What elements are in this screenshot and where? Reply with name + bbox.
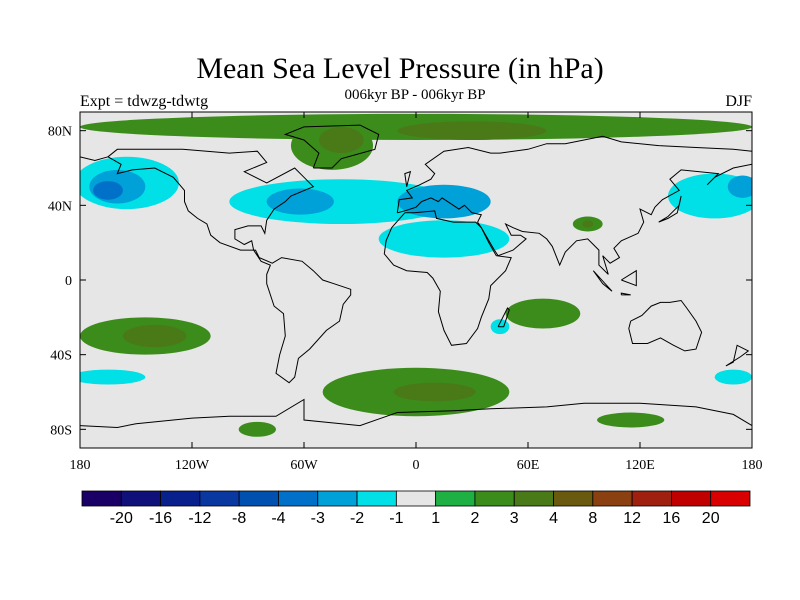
anomaly-region-24: [597, 412, 665, 428]
season-label: DJF: [725, 93, 752, 110]
anomaly-region-8: [266, 188, 334, 215]
colorbar-swatch: [592, 490, 633, 507]
experiment-label: Expt = tdwzg-tdwtg: [80, 93, 209, 110]
y-tick-label: 80S: [50, 423, 72, 438]
colorbar-swatch: [81, 490, 122, 507]
anomaly-contours: [80, 113, 752, 437]
y-tick-label: 40N: [48, 199, 72, 214]
colorbar-swatch: [395, 490, 437, 507]
colorbar-label: 1: [431, 510, 440, 527]
colorbar-label: -4: [271, 510, 285, 527]
coastline-5: [383, 210, 512, 346]
anomaly-region-3: [318, 126, 364, 154]
colorbar-label: -12: [188, 510, 211, 527]
anomaly-region-20: [80, 369, 146, 385]
anomaly-region-6: [93, 181, 123, 200]
colorbar-swatch: [710, 490, 751, 507]
coastline-3: [80, 156, 109, 162]
colorbar-label: -1: [389, 510, 403, 527]
colorbar-label: 12: [623, 510, 641, 527]
x-tick-label: 180: [742, 458, 763, 473]
anomaly-region-16: [122, 324, 187, 348]
map-subtitle: 006kyr BP - 006kyr BP: [344, 87, 486, 103]
colorbar-label: -2: [350, 510, 364, 527]
anomaly-region-9: [397, 184, 491, 219]
coastline-6: [628, 299, 703, 352]
colorbar-swatch: [160, 490, 201, 507]
anomaly-region-1: [397, 121, 547, 140]
x-tick-label: 60E: [517, 458, 540, 473]
coastline-9: [658, 195, 682, 223]
coastline-10: [592, 270, 613, 292]
x-tick-label: 120W: [175, 458, 210, 473]
coastline-11: [620, 292, 631, 296]
colorbar-swatch: [199, 490, 240, 507]
anomaly-region-21: [714, 369, 752, 385]
colorbar-label: 8: [588, 510, 597, 527]
coastlines: [80, 124, 752, 429]
colorbar-swatch: [474, 490, 515, 507]
colorbar: -20 -16 -12 -8 -4 -3 -2 -1 1 2 3 4 8 12 16 20: [81, 490, 751, 527]
x-tick-label: 120E: [625, 458, 655, 473]
colorbar-swatch: [671, 490, 712, 507]
colorbar-label: 3: [510, 510, 519, 527]
coastline-0: [107, 148, 352, 384]
coastline-13: [80, 398, 752, 429]
colorbar-label: -8: [232, 510, 246, 527]
x-tick-label: 180: [70, 458, 91, 473]
anomaly-region-10: [378, 220, 510, 258]
axis-ticks: 180 120W 60W 0 60E 120E 180 80N 40N 0 40S 80S: [48, 112, 763, 473]
colorbar-swatch: [356, 490, 397, 507]
y-tick-label: 0: [65, 274, 72, 289]
colorbar-label: 16: [663, 510, 681, 527]
colorbar-label: 4: [549, 510, 558, 527]
coastline-1: [283, 124, 380, 169]
colorbar-label: -16: [149, 510, 172, 527]
coastline-7: [497, 307, 510, 328]
colorbar-label: -20: [110, 510, 133, 527]
anomaly-region-23: [238, 421, 276, 437]
colorbar-label: 2: [470, 510, 479, 527]
colorbar-swatch: [631, 490, 672, 507]
coastline-14: [725, 344, 750, 367]
x-tick-label: 0: [413, 458, 420, 473]
x-tick-label: 60W: [290, 458, 318, 473]
map-title: Mean Sea Level Pressure (in hPa): [196, 52, 604, 85]
anomaly-region-19: [393, 382, 476, 402]
anomaly-region-12: [727, 175, 752, 198]
colorbar-swatch: [317, 490, 358, 507]
colorbar-swatch: [238, 490, 279, 507]
colorbar-swatch: [120, 490, 161, 507]
y-tick-label: 80N: [48, 125, 72, 140]
colorbar-label: 20: [702, 510, 720, 527]
coastline-2: [396, 135, 752, 213]
coastline-4: [397, 163, 752, 275]
colorbar-swatch: [278, 490, 319, 507]
y-tick-label: 40S: [50, 349, 72, 364]
colorbar-swatch: [513, 490, 554, 507]
colorbar-label: -3: [311, 510, 325, 527]
colorbar-swatch: [435, 490, 476, 507]
anomaly-region-17: [505, 298, 581, 329]
colorbar-swatch: [553, 490, 594, 507]
coastline-8: [404, 170, 412, 187]
coastline-12: [621, 269, 637, 287]
anomaly-region-14: [582, 220, 594, 228]
